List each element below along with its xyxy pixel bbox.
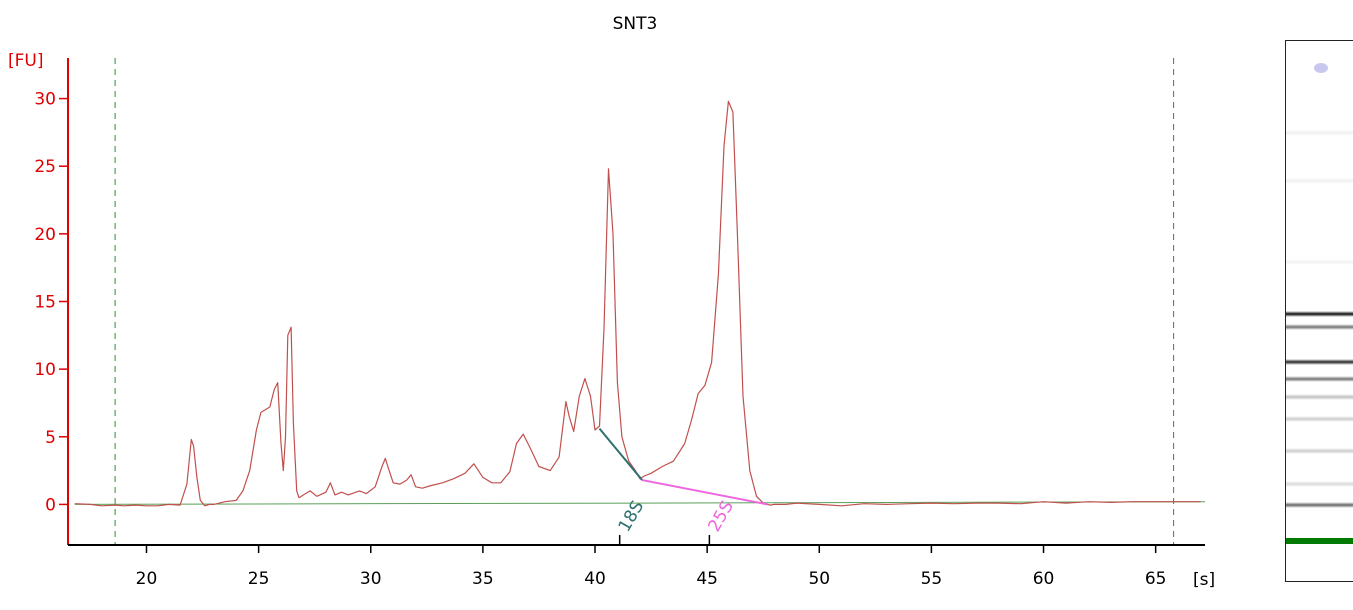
x-tick-label: 35	[472, 569, 494, 589]
y-tick-label: 10	[34, 360, 56, 380]
x-tick-label: 25	[248, 569, 270, 589]
gel-band	[1286, 310, 1353, 317]
gel-band	[1314, 63, 1328, 73]
x-axis-label: [s]	[1193, 570, 1215, 590]
peak-25S-line	[641, 479, 768, 506]
y-tick-label: 15	[34, 293, 56, 313]
y-tick-label: 30	[34, 90, 56, 110]
y-tick-label: 20	[34, 225, 56, 245]
gel-band	[1286, 394, 1353, 401]
x-ticks: 20 25 30 35 40 45 50 55 60 65	[136, 545, 1167, 589]
chart-title: SNT3	[612, 14, 658, 34]
y-axis-label: [FU]	[8, 51, 44, 71]
gel-band	[1286, 448, 1353, 455]
x-tick-label: 40	[584, 569, 606, 589]
y-tick-label: 0	[45, 495, 56, 515]
x-tick-label: 65	[1145, 569, 1167, 589]
y-tick-label: 5	[45, 428, 56, 448]
gel-band	[1286, 259, 1353, 266]
gel-band	[1286, 502, 1353, 509]
x-tick-label: 30	[360, 569, 382, 589]
gel-image	[1285, 40, 1353, 582]
gel-band	[1286, 324, 1353, 331]
y-ticks: 0 5 10 15 20 25 30	[34, 90, 68, 515]
peak-18S-line	[598, 428, 643, 481]
x-tick-label: 60	[1033, 569, 1055, 589]
gel-band	[1286, 359, 1353, 366]
y-tick-label: 25	[34, 157, 56, 177]
gel-band	[1286, 178, 1353, 185]
gel-band	[1286, 537, 1353, 544]
baseline	[74, 501, 1206, 505]
trace	[74, 100, 1201, 507]
series-line	[74, 100, 1201, 507]
gel-band	[1286, 416, 1353, 422]
gel-band	[1286, 480, 1353, 487]
gel-band	[1286, 375, 1353, 382]
x-tick-label: 55	[921, 569, 943, 589]
x-tick-label: 45	[696, 569, 718, 589]
baseline-line	[74, 501, 1206, 505]
x-tick-label: 50	[808, 569, 830, 589]
marker-lines	[114, 58, 1175, 545]
axes: [FU] [s]	[8, 51, 1215, 590]
gel-band	[1286, 129, 1353, 136]
x-tick-label: 20	[136, 569, 158, 589]
